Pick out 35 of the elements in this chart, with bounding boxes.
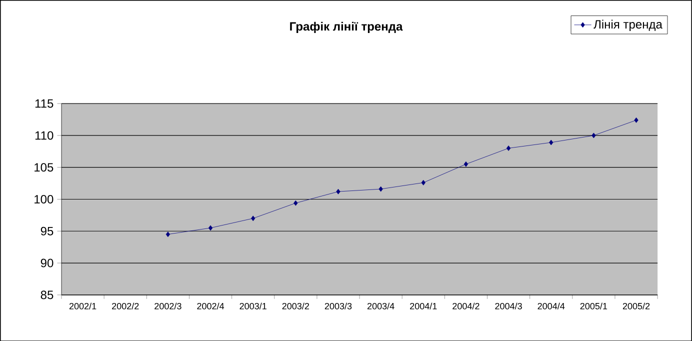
legend-label: Лінія тренда — [594, 20, 662, 31]
chart-title: Графік лінії тренда — [290, 22, 403, 33]
point — [592, 132, 596, 138]
point — [549, 140, 554, 145]
x-tick-label: 2004/3 — [495, 302, 522, 310]
point — [464, 161, 468, 167]
point — [294, 200, 298, 206]
point — [634, 117, 638, 123]
point — [166, 231, 170, 237]
x-tick-label: 2005/1 — [580, 302, 608, 310]
point — [251, 215, 256, 221]
y-tick-label: 85 — [40, 290, 54, 299]
x-tick-label: 2003/2 — [282, 302, 309, 310]
x-tick-label: 2003/3 — [324, 302, 352, 310]
x-tick-label: 2004/1 — [410, 302, 437, 310]
y-tick-label: 90 — [40, 258, 54, 268]
point — [336, 188, 340, 194]
y-tick-label: 100 — [34, 194, 54, 204]
point — [378, 186, 383, 192]
x-tick-label: 2002/3 — [154, 302, 182, 310]
point — [208, 225, 213, 230]
x-tick-label: 2002/1 — [69, 302, 96, 310]
x-tick-label: 2003/1 — [240, 302, 266, 310]
point — [421, 180, 426, 186]
x-tick-label: 2002/4 — [197, 302, 224, 310]
x-tick-label: 2002/2 — [112, 302, 139, 310]
y-tick-label: 105 — [34, 162, 54, 172]
x-tick-label: 2004/4 — [538, 302, 565, 310]
point — [506, 145, 511, 151]
x-tick-label: 2005/2 — [622, 302, 650, 310]
y-tick-label: 115 — [35, 99, 54, 108]
x-tick-label: 2004/2 — [452, 302, 480, 310]
y-tick-label: 95 — [40, 226, 54, 236]
x-tick-label: 2003/4 — [367, 302, 394, 310]
y-tick-label: 110 — [35, 131, 54, 140]
